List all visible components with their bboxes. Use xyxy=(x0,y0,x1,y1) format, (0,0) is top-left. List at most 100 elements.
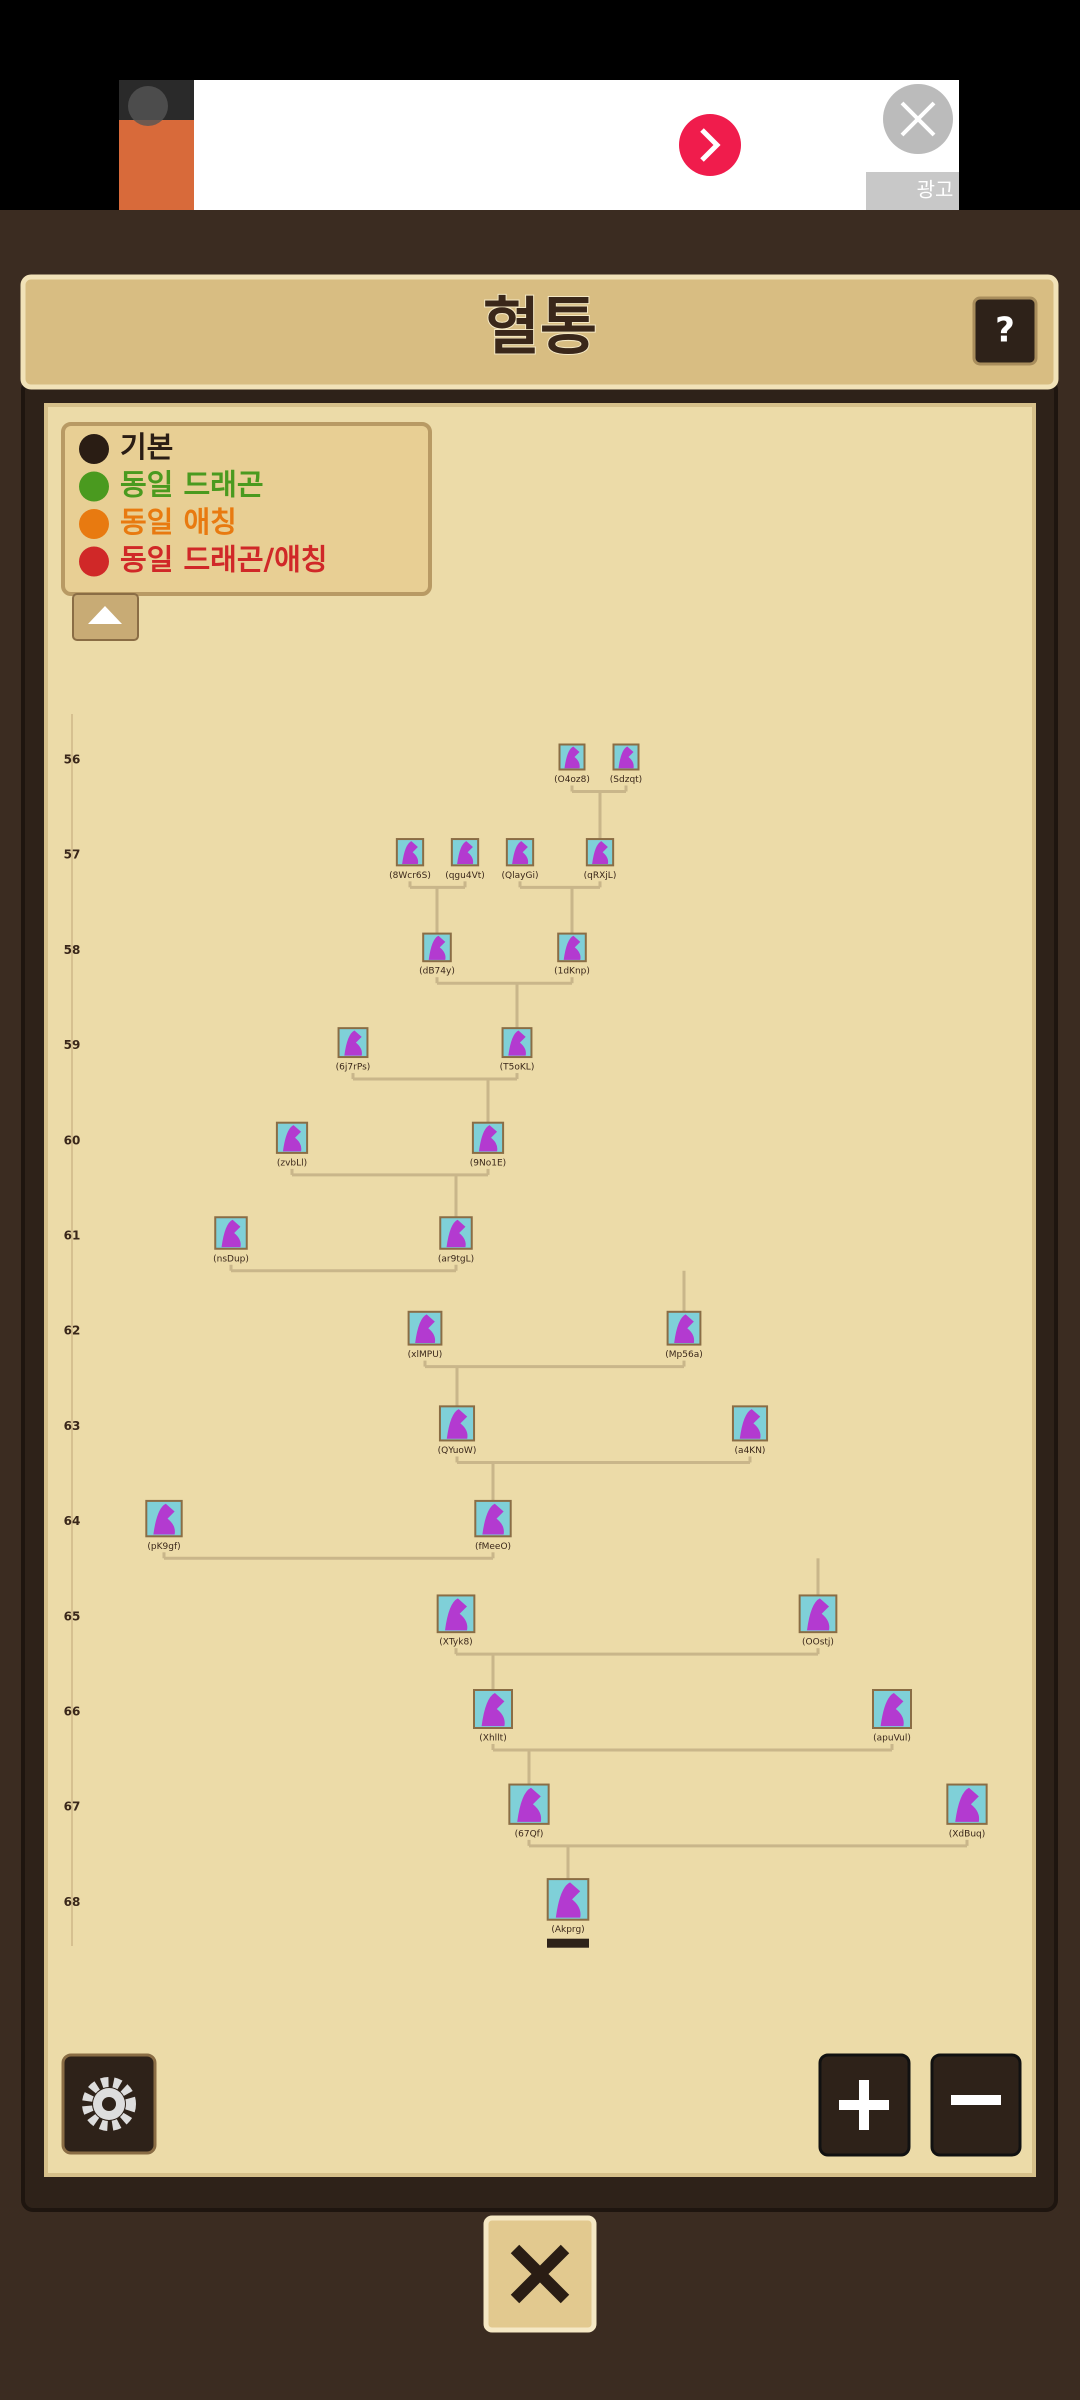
dragon-label: (67Qf) xyxy=(515,1829,544,1839)
dragon-node[interactable]: (a4KN) xyxy=(731,1405,769,1456)
dragon-label: (pK9gf) xyxy=(147,1542,180,1552)
dragon-node[interactable]: (apuVul) xyxy=(872,1689,912,1744)
header-panel: 혈통 ? xyxy=(20,274,1059,390)
dragon-node[interactable]: (OOstj) xyxy=(798,1594,838,1648)
dragon-label: (OOstj) xyxy=(802,1638,834,1648)
dragon-node[interactable]: (9No1E) xyxy=(470,1121,506,1169)
legend-dot xyxy=(79,509,109,539)
dragon-label: (Mp56a) xyxy=(665,1350,702,1360)
dragon-node[interactable]: (XTyk8) xyxy=(436,1594,476,1648)
dragon-node[interactable]: (T5oKL) xyxy=(500,1027,535,1073)
dragon-node[interactable]: (fMeeO) xyxy=(474,1499,512,1552)
dragon-node[interactable]: (QlayGi) xyxy=(502,838,539,881)
dragon-label: (qRXjL) xyxy=(584,871,617,881)
dragon-node[interactable]: (nsDup) xyxy=(213,1216,249,1264)
dragon-node[interactable]: (pK9gf) xyxy=(145,1499,183,1552)
dragon-icon xyxy=(739,1409,761,1439)
dragon-label: (1dKnp) xyxy=(554,967,590,977)
legend-toggle[interactable] xyxy=(72,593,139,641)
dragon-node[interactable]: (Mp56a) xyxy=(665,1310,703,1360)
dragon-label: (XdBuq) xyxy=(949,1829,986,1839)
dragon-node[interactable]: (67Qf) xyxy=(508,1783,550,1840)
dragon-label: (QYuoW) xyxy=(438,1446,477,1456)
settings-button[interactable] xyxy=(61,2053,157,2155)
dragon-icon xyxy=(508,1030,526,1056)
dragon-icon xyxy=(444,1598,468,1631)
dragon-icon xyxy=(446,1409,468,1439)
dragon-icon xyxy=(402,841,419,865)
dragon-icon xyxy=(344,1030,362,1056)
dragon-icon xyxy=(618,746,634,769)
dragon-icon xyxy=(478,1125,498,1152)
dragon-node[interactable]: (ar9tgL) xyxy=(438,1216,474,1264)
dragon-node[interactable]: (Sdzqt) xyxy=(610,743,642,786)
dragon-icon xyxy=(428,935,446,960)
level-label: 64 xyxy=(64,1514,81,1528)
legend-dot xyxy=(79,471,109,502)
dragon-icon xyxy=(563,935,581,960)
main-panel xyxy=(21,378,1058,2212)
level-label: 68 xyxy=(64,1895,81,1909)
dragon-icon xyxy=(415,1314,436,1343)
help-button[interactable]: ? xyxy=(972,296,1038,366)
dragon-icon xyxy=(880,1693,904,1727)
dragon-icon xyxy=(481,1693,505,1727)
title: 혈통 xyxy=(483,290,597,363)
dragon-label: (QlayGi) xyxy=(502,871,539,881)
dragon-icon xyxy=(564,746,580,769)
level-label: 59 xyxy=(64,1038,81,1052)
dragon-icon xyxy=(512,841,529,865)
dragon-node[interactable]: (xlMPU) xyxy=(407,1310,443,1360)
level-label: 62 xyxy=(64,1324,81,1338)
dragon-icon xyxy=(806,1598,830,1631)
dragon-node[interactable]: (dB74y) xyxy=(419,932,455,977)
legend-dot xyxy=(79,546,109,577)
dragon-label: (Akprg) xyxy=(551,1925,584,1935)
dragon-node[interactable]: (qRXjL) xyxy=(584,838,617,881)
dragon-label: (a4KN) xyxy=(735,1446,766,1456)
level-label: 67 xyxy=(64,1800,81,1814)
dragon-node[interactable]: (8Wcr6S) xyxy=(389,838,431,881)
dragon-node[interactable]: (Xhllt) xyxy=(473,1689,513,1744)
dragon-label: (zvbLl) xyxy=(277,1158,307,1168)
dragon-icon xyxy=(282,1125,302,1152)
dragon-node[interactable]: (6j7rPs) xyxy=(336,1027,371,1073)
dragon-label: (xlMPU) xyxy=(408,1350,443,1360)
dragon-icon xyxy=(955,1787,980,1822)
dragon-node[interactable]: (QYuoW) xyxy=(438,1405,477,1456)
dragon-node[interactable]: (XdBuq) xyxy=(946,1783,988,1840)
legend-label: 동일 드래곤 xyxy=(120,468,264,502)
dragon-icon xyxy=(592,841,609,865)
dragon-label: (Xhllt) xyxy=(479,1734,506,1744)
dragon-icon xyxy=(221,1219,241,1248)
legend-label: 기본 xyxy=(120,430,173,464)
legend-label: 동일 드래곤/애칭 xyxy=(120,543,327,577)
dragon-label: (T5oKL) xyxy=(500,1063,535,1073)
zoom-out-button[interactable] xyxy=(930,2053,1022,2157)
level-label: 56 xyxy=(64,753,81,767)
dragon-label: (qgu4Vt) xyxy=(445,871,485,881)
zoom-in-button[interactable] xyxy=(818,2053,911,2157)
level-label: 65 xyxy=(64,1609,81,1623)
legend-label: 동일 애칭 xyxy=(120,505,237,539)
dragon-label: (9No1E) xyxy=(470,1158,506,1168)
dragon-icon xyxy=(446,1219,466,1248)
dragon-label: (fMeeO) xyxy=(475,1542,511,1552)
dragon-icon xyxy=(517,1787,542,1822)
dragon-node[interactable]: (O4oz8) xyxy=(554,743,590,786)
dragon-node[interactable]: (Akprg) xyxy=(546,1878,590,1935)
dragon-node[interactable]: (zvbLl) xyxy=(275,1121,309,1169)
dragon-label: (8Wcr6S) xyxy=(389,871,431,881)
dragon-icon xyxy=(555,1882,581,1918)
ad-banner[interactable]: 광고 xyxy=(119,80,959,210)
close-button[interactable] xyxy=(483,2215,597,2333)
level-label: 66 xyxy=(64,1705,81,1719)
ad-badge: 광고 xyxy=(917,178,954,202)
dragon-label: (Sdzqt) xyxy=(610,775,642,785)
dragon-icon xyxy=(482,1503,504,1535)
dragon-node[interactable]: (qgu4Vt) xyxy=(445,838,485,881)
level-label: 57 xyxy=(64,848,81,862)
dragon-node[interactable]: (1dKnp) xyxy=(554,932,590,977)
